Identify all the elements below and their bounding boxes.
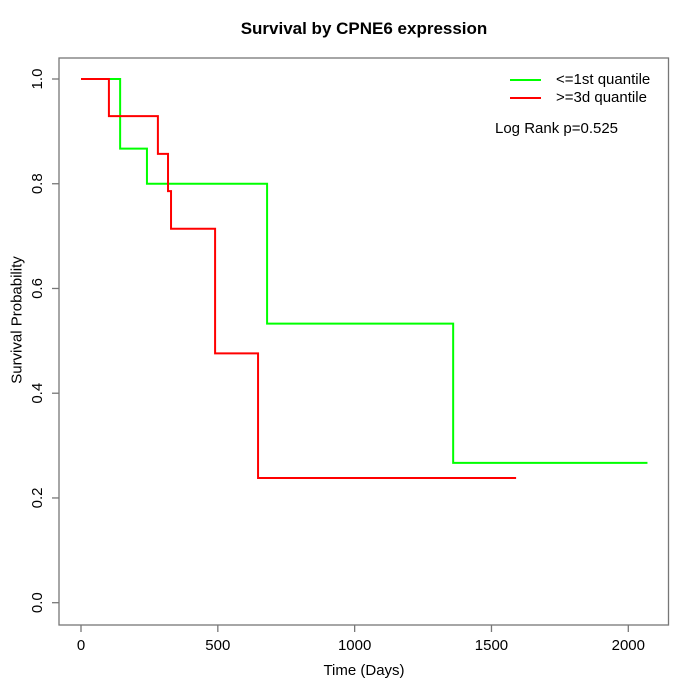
series-0-line	[81, 78, 648, 464]
x-axis-label: Time (Days)	[323, 662, 405, 679]
series-1-line	[81, 78, 517, 480]
x-tick-label: 1500	[475, 637, 508, 654]
plot-box	[58, 57, 670, 626]
legend-label-third-quantile: >=3d quantile	[556, 89, 647, 106]
y-axis-label: Survival Probability	[8, 256, 26, 384]
legend-label-first-quantile: <=1st quantile	[556, 71, 651, 88]
legend-line-green	[510, 79, 541, 81]
chart-title: Survival by CPNE6 expression	[240, 19, 488, 38]
x-tick-label: 500	[205, 637, 230, 654]
x-tick-label: 1000	[338, 637, 371, 654]
x-tick-label: 2000	[612, 637, 645, 654]
y-tick-label: 0.2	[29, 488, 46, 509]
x-tick-label: 0	[77, 637, 85, 654]
y-tick-label: 1.0	[29, 69, 46, 90]
y-tick-label: 0.6	[29, 278, 46, 299]
legend-line-red	[510, 97, 541, 99]
y-tick-label: 0.8	[29, 173, 46, 194]
logrank-annotation: Log Rank p=0.525	[495, 120, 619, 137]
y-tick-label: 0.0	[29, 592, 46, 613]
y-tick-label: 0.4	[29, 383, 46, 404]
